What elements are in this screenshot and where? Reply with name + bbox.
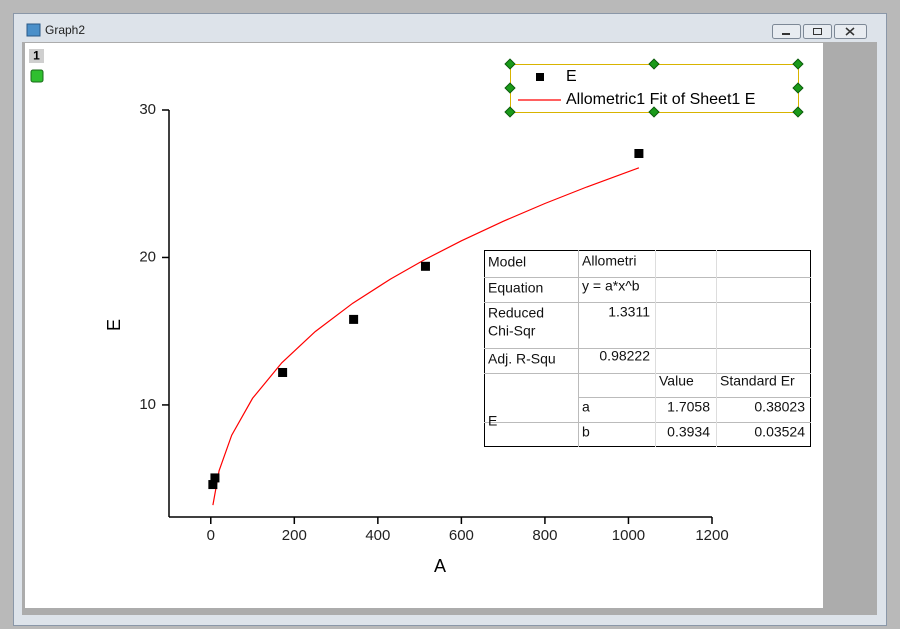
cell: 1.3311 xyxy=(608,304,650,320)
param-name: a xyxy=(582,399,590,415)
data-point xyxy=(278,367,288,377)
row-label: Adj. R-Squ xyxy=(488,351,556,367)
x-tick-label: 400 xyxy=(365,527,390,544)
col-header: Value xyxy=(659,373,694,389)
param-name: b xyxy=(582,424,590,440)
row-label: Chi-Sqr xyxy=(488,323,536,339)
selection-handle xyxy=(504,106,516,118)
cell: 0.38023 xyxy=(754,399,805,415)
data-point xyxy=(420,261,430,271)
cell: y = a*x^b xyxy=(582,278,640,294)
layer-tab[interactable] xyxy=(29,49,44,63)
cell: Allometri xyxy=(582,253,636,269)
y-axis-label: E xyxy=(104,319,124,331)
fit-curve xyxy=(212,167,640,506)
row-label: E xyxy=(488,413,497,429)
x-tick-label: 1200 xyxy=(695,527,728,544)
selection-handle xyxy=(648,58,660,70)
selection-handle xyxy=(504,82,516,94)
legend-label: Allometric1 Fit of Sheet1 E xyxy=(566,91,755,108)
data-point xyxy=(210,473,220,483)
data-point xyxy=(349,314,359,324)
x-axis-label: A xyxy=(434,556,446,576)
data-point xyxy=(208,480,218,490)
cell: 0.98222 xyxy=(599,348,650,364)
x-tick-label: 200 xyxy=(282,527,307,544)
cell: 0.03524 xyxy=(754,424,805,440)
lock-icon[interactable] xyxy=(30,69,44,83)
cell: 0.3934 xyxy=(667,424,710,440)
cell: 1.7058 xyxy=(667,399,710,415)
window-icon xyxy=(26,23,41,37)
selection-handle xyxy=(792,106,804,118)
row-label: Reduced xyxy=(488,305,544,321)
layer-number: 1 xyxy=(33,49,40,63)
fit-table: Model Allometri Equation y = a*x^b Reduced Ch… xyxy=(484,250,811,447)
selection-handle xyxy=(792,82,804,94)
row-label: Equation xyxy=(488,280,543,296)
legend-symbol xyxy=(536,73,544,81)
window-title: Graph2 xyxy=(45,23,85,37)
row-label: Model xyxy=(488,254,526,270)
plot: 0 200 400 600 800 1000 1200 10 20 30 A E E Allometric… xyxy=(104,58,804,576)
window-buttons xyxy=(772,24,867,39)
y-tick-label: 10 xyxy=(139,396,156,413)
y-tick-label: 30 xyxy=(139,101,156,118)
x-tick-label: 800 xyxy=(532,527,557,544)
y-tick-label: 20 xyxy=(139,248,156,265)
legend: E Allometric1 Fit of Sheet1 E xyxy=(504,58,804,118)
legend-label: E xyxy=(566,68,577,85)
restore-button[interactable] xyxy=(803,24,832,39)
x-tick-label: 600 xyxy=(449,527,474,544)
col-header: Standard Er xyxy=(720,373,795,389)
selection-handle xyxy=(792,58,804,70)
data-point xyxy=(634,149,644,159)
x-tick-label: 1000 xyxy=(612,527,645,544)
minimize-button[interactable] xyxy=(772,24,801,39)
x-tick-label: 0 xyxy=(207,527,215,544)
selection-handle xyxy=(504,58,516,70)
selection-handle xyxy=(648,106,660,118)
